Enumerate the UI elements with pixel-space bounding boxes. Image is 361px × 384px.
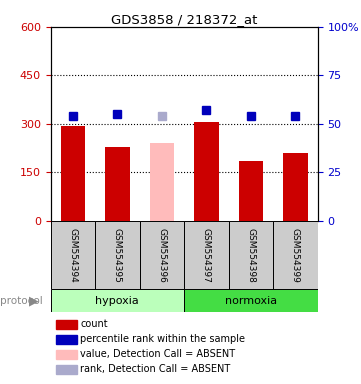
- Text: GSM554396: GSM554396: [157, 228, 166, 282]
- Text: GSM554395: GSM554395: [113, 228, 122, 282]
- Bar: [51, 221, 95, 289]
- Bar: [283, 153, 308, 221]
- Bar: [149, 143, 174, 221]
- Bar: [95, 221, 140, 289]
- Bar: [194, 122, 219, 221]
- Bar: [229, 221, 273, 289]
- Bar: [239, 161, 263, 221]
- Bar: [56, 365, 77, 374]
- Bar: [273, 221, 318, 289]
- Bar: [61, 126, 85, 221]
- Bar: [184, 289, 318, 312]
- Bar: [140, 221, 184, 289]
- Title: GDS3858 / 218372_at: GDS3858 / 218372_at: [111, 13, 257, 26]
- Text: hypoxia: hypoxia: [95, 296, 139, 306]
- Bar: [105, 147, 130, 221]
- Bar: [56, 320, 77, 329]
- Bar: [56, 335, 77, 344]
- Text: percentile rank within the sample: percentile rank within the sample: [80, 334, 245, 344]
- Text: GSM554398: GSM554398: [247, 228, 255, 282]
- Bar: [56, 350, 77, 359]
- Bar: [51, 289, 184, 312]
- Text: value, Detection Call = ABSENT: value, Detection Call = ABSENT: [80, 349, 235, 359]
- Text: protocol: protocol: [0, 296, 46, 306]
- Text: GSM554397: GSM554397: [202, 228, 211, 282]
- Text: normoxia: normoxia: [225, 296, 277, 306]
- Text: GSM554394: GSM554394: [68, 228, 77, 282]
- Text: count: count: [80, 319, 108, 329]
- Text: GSM554399: GSM554399: [291, 228, 300, 282]
- Text: ▶: ▶: [29, 294, 39, 307]
- Text: rank, Detection Call = ABSENT: rank, Detection Call = ABSENT: [80, 364, 230, 374]
- Bar: [184, 221, 229, 289]
